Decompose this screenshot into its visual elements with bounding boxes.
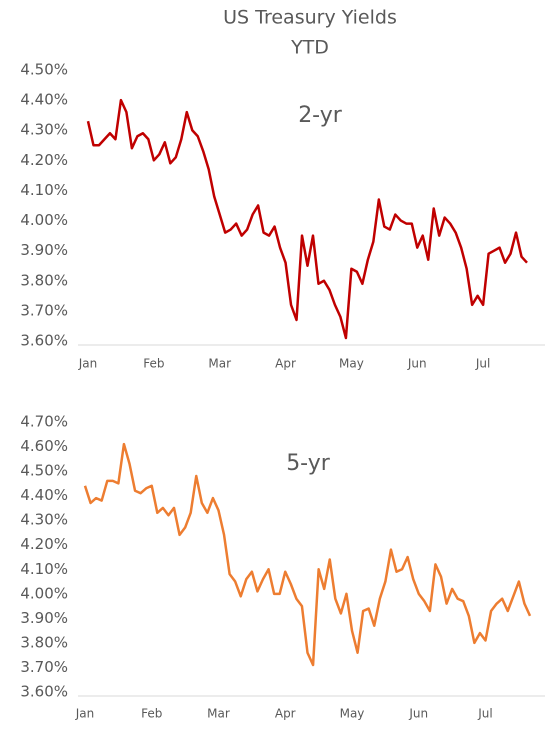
y-tick-label: 4.00% [20,584,68,602]
x-tick-label: Jun [407,357,427,371]
x-tick-label: Jan [78,357,98,371]
x-tick-label: Mar [207,707,230,721]
x-tick-label: Jan [75,707,95,721]
series-line [86,98,528,340]
x-tick-label: Apr [275,707,296,721]
x-tick-label: May [340,707,365,721]
y-tick-label: 4.70% [20,413,68,431]
y-tick-label: 4.50% [20,462,68,480]
chart-subtitle: YTD [290,37,329,59]
y-tick-label: 3.70% [20,301,68,319]
y-tick-label: 4.60% [20,437,68,455]
series-line [83,442,532,667]
y-tick-label: 4.50% [20,61,68,79]
x-tick-label: Feb [141,707,162,721]
y-tick-label: 3.60% [20,683,68,701]
x-tick-label: May [339,357,364,371]
x-tick-label: Apr [275,357,296,371]
annotation: 2-yr [298,103,343,128]
y-tick-label: 3.90% [20,609,68,627]
y-tick-label: 4.10% [20,560,68,578]
y-tick-label: 3.60% [20,332,68,350]
chart-title: US Treasury Yields [223,7,397,29]
y-tick-label: 4.20% [20,535,68,553]
x-tick-label: Jul [477,707,492,721]
y-tick-label: 3.70% [20,658,68,676]
x-tick-label: Jun [408,707,428,721]
y-tick-label: 4.40% [20,486,68,504]
y-tick-label: 3.90% [20,241,68,259]
y-tick-label: 3.80% [20,633,68,651]
y-tick-label: 3.80% [20,271,68,289]
y-tick-label: 4.10% [20,181,68,199]
annotation: 5-yr [286,451,331,476]
y-tick-label: 4.00% [20,211,68,229]
y-tick-label: 4.40% [20,91,68,109]
y-tick-label: 4.30% [20,121,68,139]
x-tick-label: Feb [143,357,164,371]
y-tick-label: 4.20% [20,151,68,169]
x-tick-label: Mar [208,357,231,371]
x-tick-label: Jul [475,357,490,371]
y-tick-label: 4.30% [20,511,68,529]
